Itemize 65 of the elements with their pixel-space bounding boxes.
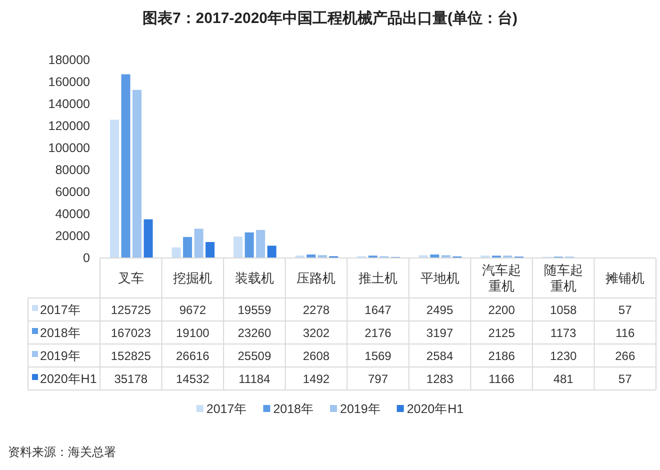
data-label: 2125 [488,326,516,340]
x-tick-label: 挖掘机 [173,270,212,286]
legend-label: 2020年H1 [40,372,97,386]
data-label: 57 [618,303,632,317]
data-label: 25509 [238,349,272,363]
data-label: 26616 [176,349,210,363]
data-label: 1492 [302,372,330,386]
x-tick-label: 平地机 [420,270,460,286]
data-label: 35178 [114,372,148,386]
data-label: 2495 [426,303,454,317]
data-label: 116 [616,326,635,340]
data-label: 1283 [426,372,454,386]
y-tick-label: 140000 [48,97,90,111]
legend-label: 2019年 [40,349,81,363]
x-tick-label: 装载机 [234,270,274,286]
data-label: 23260 [238,326,272,340]
data-label: 11184 [238,372,271,386]
data-label: 167023 [110,326,152,340]
text: 2019年 [340,402,381,416]
data-label: 2176 [364,326,392,340]
data-label: 1230 [550,349,578,363]
data-label: 2584 [426,349,454,363]
legend-label: 2017年 [40,303,81,317]
text: 2018年 [273,402,314,416]
data-label: 1166 [488,372,515,386]
text: 2020年H1 [406,402,464,416]
data-label: 9672 [179,303,206,317]
data-label: 14532 [176,372,210,386]
data-label: 1647 [364,303,392,317]
legend-label: 2018年 [40,326,81,340]
data-label: 1569 [364,349,392,363]
y-tick-label: 120000 [48,119,90,133]
data-label: 57 [618,372,632,386]
y-tick-label: 0 [83,251,90,265]
data-label: 19100 [176,326,210,340]
data-label: 3197 [426,326,454,340]
x-tick-label: 随车起重机 [544,262,583,294]
data-label: 797 [368,372,388,386]
data-label: 19559 [238,303,272,317]
y-tick-label: 60000 [55,185,90,199]
data-label: 266 [615,349,636,363]
x-tick-label: 推土机 [358,270,398,286]
data-label: 125725 [110,303,152,317]
y-tick-label: 160000 [48,75,90,89]
text: 2017年 [206,402,248,416]
y-tick-label: 20000 [55,229,90,243]
data-label: 2186 [488,349,516,363]
data-label: 2278 [302,303,330,317]
data-label: 152825 [110,349,152,363]
data-label: 2200 [488,303,516,317]
data-label: 3202 [302,326,330,340]
data-label: 1058 [550,303,578,317]
x-tick-label: 摊铺机 [606,270,645,286]
y-tick-label: 180000 [48,53,90,67]
y-tick-label: 80000 [55,163,90,177]
x-tick-label: 压路机 [296,270,336,286]
y-tick-label: 100000 [48,141,90,155]
data-label: 2608 [302,349,330,363]
data-label: 481 [553,372,574,386]
chart-title: 图表7：2017-2020年中国工程机械产品出口量(单位：台) [142,10,518,27]
y-tick-label: 40000 [55,207,90,221]
x-tick-label: 汽车起重机 [482,262,522,294]
text: 资料来源：海关总署 [8,445,116,459]
x-tick-label: 叉车 [118,270,144,286]
data-label: 1173 [550,326,577,340]
